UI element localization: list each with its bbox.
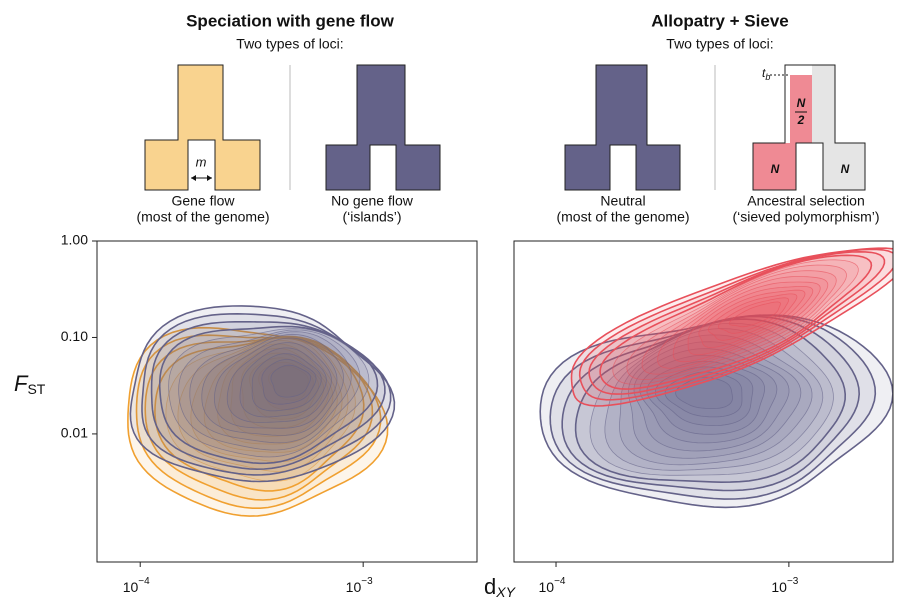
contour-group (127, 305, 396, 517)
x-tick-exponent: −4 (138, 576, 150, 587)
x-tick-exponent: −4 (554, 576, 566, 587)
arrow-heads (191, 175, 212, 181)
density-contour (687, 286, 814, 356)
tree-outline (752, 64, 866, 191)
density-contour (249, 357, 319, 420)
density-contour (599, 254, 873, 390)
x-axis-label: dXY (484, 574, 517, 600)
panel-title: Allopatry + Sieve (651, 11, 788, 30)
tree-schematic (144, 64, 261, 191)
density-contour (217, 343, 334, 445)
y-axis-label: FST (14, 371, 46, 397)
density-contour (604, 328, 824, 471)
schematic-label: No gene flow (331, 193, 414, 209)
x-tick-label: 10−3 (346, 576, 373, 595)
time-label-main: t (762, 66, 766, 80)
y-axis-label-main: F (14, 371, 29, 396)
density-contour (570, 247, 893, 407)
x-tick-label: 10−4 (539, 576, 566, 595)
density-contour (717, 297, 790, 334)
density-contour (698, 289, 806, 348)
density-contour (189, 331, 352, 444)
schematic-sublabel: (most of the genome) (136, 209, 269, 225)
density-contour (657, 276, 829, 369)
tree-schematic (564, 64, 681, 191)
x-tick-base: 10 (539, 579, 555, 595)
contour-group (539, 247, 893, 509)
leg-label: N (771, 162, 780, 176)
schematic-label: Neutral (600, 193, 645, 209)
density-contour (728, 301, 781, 328)
density-contour (239, 347, 327, 418)
x-tick-exponent: −3 (361, 576, 373, 587)
leg-label: N (841, 162, 850, 176)
density-contour (168, 328, 370, 458)
schematic-label: Ancestral selection (747, 193, 865, 209)
trunk-denominator: 2 (797, 113, 805, 127)
density-contour (612, 259, 859, 385)
density-contour (178, 329, 361, 451)
density-contour (627, 341, 802, 459)
density-contour (672, 281, 821, 363)
y-tick-label: 0.01 (61, 425, 88, 441)
density-contour (589, 322, 834, 476)
time-label-sub: b (765, 72, 770, 82)
tree-selected-part (753, 75, 812, 190)
density-contour (270, 364, 311, 398)
panel-subtitle: Two types of loci: (236, 36, 343, 52)
density-contour (675, 376, 733, 409)
schematic-sublabel: (most of the genome) (556, 209, 689, 225)
tree-schematic (325, 64, 441, 191)
x-tick-base: 10 (346, 579, 362, 595)
schematic-sublabel: (‘sieved polymorphism’) (732, 209, 879, 225)
x-axis-label-main: d (484, 574, 496, 599)
tree-neutral-part (812, 65, 865, 190)
plot-frame (96, 240, 478, 563)
density-contour (251, 353, 322, 412)
density-contour (158, 325, 379, 465)
time-label: tb (762, 66, 770, 82)
density-contour (213, 337, 338, 429)
density-contour (201, 333, 344, 436)
y-tick-label: 0.10 (61, 328, 88, 344)
migration-label: m (196, 154, 207, 169)
x-tick-base: 10 (771, 579, 787, 595)
y-tick-label: 1.00 (61, 232, 88, 248)
trunk-numerator: N (797, 96, 806, 110)
density-contour (641, 270, 837, 375)
panel-subtitle: Two types of loci: (666, 36, 773, 52)
schematic-sublabel: (‘islands’) (342, 209, 401, 225)
density-contour (267, 365, 309, 401)
x-tick-base: 10 (123, 579, 139, 595)
density-contour (707, 293, 798, 341)
density-contour (539, 314, 893, 509)
density-contour (226, 342, 332, 423)
x-tick-label: 10−3 (771, 576, 798, 595)
x-tick-exponent: −3 (787, 576, 799, 587)
x-tick-label: 10−4 (123, 576, 150, 595)
x-axis-label-sub: XY (495, 584, 516, 600)
panel-title: Speciation with gene flow (186, 11, 395, 30)
y-axis-label-sub: ST (27, 381, 45, 397)
plot-frame (513, 240, 894, 563)
schematic-label: Gene flow (171, 193, 235, 209)
